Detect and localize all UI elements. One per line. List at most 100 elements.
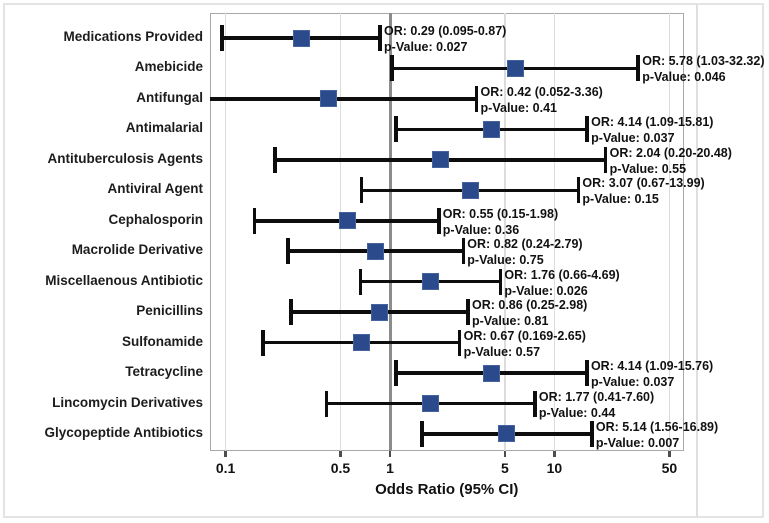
or-marker bbox=[422, 395, 440, 413]
gridline-5 bbox=[504, 13, 506, 451]
x-tick-mark-0.5 bbox=[339, 451, 342, 457]
or-marker bbox=[367, 242, 385, 260]
annotation-or-text: OR: 0.67 (0.169-2.65) bbox=[463, 328, 586, 343]
row-label: Penicillins bbox=[136, 303, 203, 319]
gridline-0.5 bbox=[339, 13, 342, 451]
annotation-or-text: OR: 4.14 (1.09-15.76) bbox=[590, 359, 714, 374]
ci-cap-low bbox=[252, 207, 257, 234]
or-marker bbox=[293, 29, 311, 47]
ci-cap-high bbox=[498, 268, 503, 295]
annotation-p-text: p-Value: 0.026 bbox=[504, 283, 588, 298]
annotation-p-text: p-Value: 0.36 bbox=[442, 222, 520, 237]
ci-cap-low bbox=[261, 329, 265, 356]
annotation-p-text: p-Value: 0.57 bbox=[463, 344, 541, 359]
annotation-or-text: OR: 0.86 (0.25-2.98) bbox=[471, 298, 588, 313]
annotation: OR: 0.86 (0.25-2.98) p-Value: 0.81 bbox=[472, 297, 587, 329]
annotation-or-text: OR: 0.82 (0.24-2.79) bbox=[467, 237, 583, 252]
annotation-p-text: p-Value: 0.75 bbox=[467, 253, 544, 268]
gridline-50 bbox=[668, 13, 671, 451]
ci-cap-high bbox=[585, 116, 589, 143]
annotation-or-text: OR: 0.42 (0.052-3.36) bbox=[480, 84, 603, 99]
annotation-p-text: p-Value: 0.037 bbox=[591, 131, 675, 146]
annotation: OR: 1.76 (0.66-4.69) p-Value: 0.026 bbox=[504, 267, 619, 299]
x-tick-mark-0.1 bbox=[224, 451, 227, 457]
x-tick-label-10: 10 bbox=[546, 460, 563, 476]
row-label: Macrolide Derivative bbox=[71, 242, 203, 258]
ci-cap-low bbox=[390, 55, 394, 82]
annotation: OR: 4.14 (1.09-15.76) p-Value: 0.037 bbox=[591, 358, 713, 390]
annotation-p-text: p-Value: 0.027 bbox=[384, 40, 468, 54]
row-label: Sulfonamide bbox=[121, 333, 203, 349]
x-tick-label-0.5: 0.5 bbox=[330, 460, 351, 476]
x-tick-mark-50 bbox=[668, 451, 671, 457]
annotation: OR: 5.78 (1.03-32.32) p-Value: 0.046 bbox=[642, 53, 764, 85]
ci-cap-low bbox=[359, 177, 364, 204]
annotation-p-text: p-Value: 0.55 bbox=[609, 161, 687, 176]
ci-cap-low bbox=[286, 238, 290, 265]
row-label: Tetracycline bbox=[125, 364, 203, 380]
ci-cap-high bbox=[437, 207, 441, 234]
or-marker bbox=[482, 120, 500, 138]
annotation-p-text: p-Value: 0.81 bbox=[471, 314, 549, 329]
ci-cap-high bbox=[636, 55, 640, 82]
ci-cap-high bbox=[461, 238, 466, 265]
annotation: OR: 0.67 (0.169-2.65) p-Value: 0.57 bbox=[464, 328, 586, 360]
or-marker bbox=[482, 364, 500, 382]
or-marker bbox=[461, 181, 479, 199]
row-label: Cephalosporin bbox=[108, 211, 203, 227]
ci-cap-high bbox=[603, 146, 608, 173]
row-label: Antituberculosis Agents bbox=[47, 150, 203, 166]
x-tick-mark-1 bbox=[388, 451, 392, 457]
annotation-p-text: p-Value: 0.44 bbox=[538, 405, 616, 420]
x-axis-title: Odds Ratio (95% CI) bbox=[375, 481, 519, 498]
ci-cap-high bbox=[585, 360, 589, 387]
x-tick-label-0.1: 0.1 bbox=[215, 460, 236, 476]
annotation-or-text: OR: 2.04 (0.20-20.48) bbox=[609, 145, 732, 160]
reference-line-or-1 bbox=[388, 13, 392, 451]
annotation-p-text: p-Value: 0.037 bbox=[590, 375, 675, 390]
row-label: Amebicide bbox=[134, 59, 203, 75]
ci-cap-high bbox=[590, 420, 594, 447]
annotation-p-text: p-Value: 0.41 bbox=[480, 100, 557, 115]
annotation-or-text: OR: 5.78 (1.03-32.32) bbox=[642, 54, 765, 69]
annotation: OR: 2.04 (0.20-20.48) p-Value: 0.55 bbox=[610, 145, 732, 177]
ci-cap-high bbox=[474, 85, 479, 112]
annotation-or-text: OR: 1.76 (0.66-4.69) bbox=[504, 267, 620, 282]
gridline-10 bbox=[553, 13, 556, 451]
ci-cap-low bbox=[394, 116, 398, 143]
x-tick-label-5: 5 bbox=[501, 460, 509, 476]
or-marker bbox=[506, 59, 524, 77]
annotation: OR: 1.77 (0.41-7.60) p-Value: 0.44 bbox=[539, 389, 654, 421]
annotation-or-text: OR: 0.55 (0.15-1.98) bbox=[442, 206, 559, 221]
or-marker bbox=[421, 273, 439, 291]
or-marker bbox=[432, 151, 450, 169]
ci-cap-high bbox=[457, 329, 462, 356]
annotation-p-text: p-Value: 0.15 bbox=[582, 192, 659, 207]
row-label: Antiviral Agent bbox=[107, 181, 203, 197]
ci-cap-low bbox=[273, 146, 277, 173]
ci-cap-low bbox=[394, 360, 398, 387]
gridline-0.1 bbox=[224, 13, 227, 451]
row-label: Miscellaenous Antibiotic bbox=[45, 272, 203, 288]
row-label: Medications Provided bbox=[63, 29, 203, 44]
annotation-or-text: OR: 5.14 (1.56-16.89) bbox=[595, 419, 719, 434]
ci-cap-high bbox=[576, 177, 581, 204]
or-marker bbox=[498, 425, 516, 443]
figure-border bbox=[3, 3, 764, 518]
annotation: OR: 0.82 (0.24-2.79) p-Value: 0.75 bbox=[467, 236, 582, 268]
annotation-p-text: p-Value: 0.007 bbox=[595, 435, 680, 450]
x-tick-label-1: 1 bbox=[386, 460, 394, 476]
annotation-or-text: OR: 4.14 (1.09-15.81) bbox=[591, 115, 714, 130]
annotation-or-text: OR: 0.29 (0.095-0.87) bbox=[384, 24, 507, 38]
ci-cap-high bbox=[466, 299, 470, 326]
annotation: OR: 4.14 (1.09-15.81) p-Value: 0.037 bbox=[591, 114, 713, 146]
ci-cap-high bbox=[533, 390, 537, 417]
or-marker bbox=[352, 334, 370, 352]
ci-cap-low bbox=[358, 268, 363, 295]
row-label: Antimalarial bbox=[125, 120, 203, 136]
ci-cap-low bbox=[324, 390, 329, 417]
annotation: OR: 0.55 (0.15-1.98) p-Value: 0.36 bbox=[443, 206, 558, 238]
or-marker bbox=[319, 90, 337, 108]
annotation: OR: 0.42 (0.052-3.36) p-Value: 0.41 bbox=[481, 84, 603, 116]
